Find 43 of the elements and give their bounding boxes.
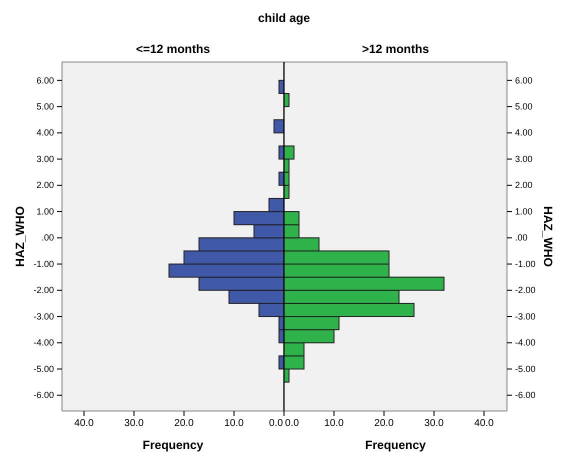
chart-subtitle: <=12 months <box>136 42 210 56</box>
y-tick-label: 4.00 <box>36 128 54 138</box>
x-tick-label: 40.0 <box>474 418 494 430</box>
y-tick-label: 3.00 <box>515 154 533 164</box>
chart-subtitle: >12 months <box>362 42 430 56</box>
y-tick-label: 4.00 <box>515 128 533 138</box>
x-axis-title: Frequency <box>142 438 204 452</box>
x-axis-title: Frequency <box>365 438 426 452</box>
y-tick-label: -1.00 <box>515 258 536 269</box>
x-tick-label: 10.0 <box>324 418 344 430</box>
y-tick-label: -2.00 <box>33 285 54 296</box>
y-tick-label: 5.00 <box>36 101 54 112</box>
y-tick-label: -1.00 <box>33 258 54 269</box>
y-tick-label: -4.00 <box>515 338 536 348</box>
y-tick-label: 2.00 <box>515 180 533 190</box>
y-tick-label: 3.00 <box>36 154 54 164</box>
y-tick-label: 2.00 <box>36 180 54 190</box>
y-tick-label: -3.00 <box>33 311 54 322</box>
x-tick-label: 30.0 <box>424 418 444 430</box>
y-tick-label: -2.00 <box>515 285 536 296</box>
x-tick-label: 10.0 <box>224 418 244 430</box>
y-axis-title: HAZ_WHO <box>13 206 28 267</box>
y-tick-label: .00 <box>41 232 54 243</box>
y-tick-label: 1.00 <box>36 206 54 216</box>
x-tick-label: 40.0 <box>74 418 94 430</box>
x-tick-label: 30.0 <box>124 418 144 430</box>
x-tick-label: 0.0 <box>269 418 284 430</box>
x-tick-label: 20.0 <box>374 418 394 430</box>
y-tick-label: 1.00 <box>515 206 533 216</box>
chart-title: child age <box>258 11 310 25</box>
y-tick-label: -5.00 <box>515 364 536 374</box>
x-tick-label: 0.0 <box>285 418 300 430</box>
x-tick-label: 20.0 <box>174 418 194 430</box>
y-tick-label: -4.00 <box>33 338 54 348</box>
y-tick-label: -5.00 <box>33 364 54 374</box>
y-tick-label: -6.00 <box>515 390 536 400</box>
y-tick-label: 5.00 <box>515 101 533 112</box>
y-axis-title: HAZ_WHO <box>540 206 555 267</box>
y-tick-label: -6.00 <box>33 390 54 400</box>
y-tick-label: 6.00 <box>515 75 533 86</box>
y-tick-label: .00 <box>515 232 528 243</box>
y-tick-label: -3.00 <box>515 311 536 322</box>
y-tick-label: 6.00 <box>36 75 54 86</box>
